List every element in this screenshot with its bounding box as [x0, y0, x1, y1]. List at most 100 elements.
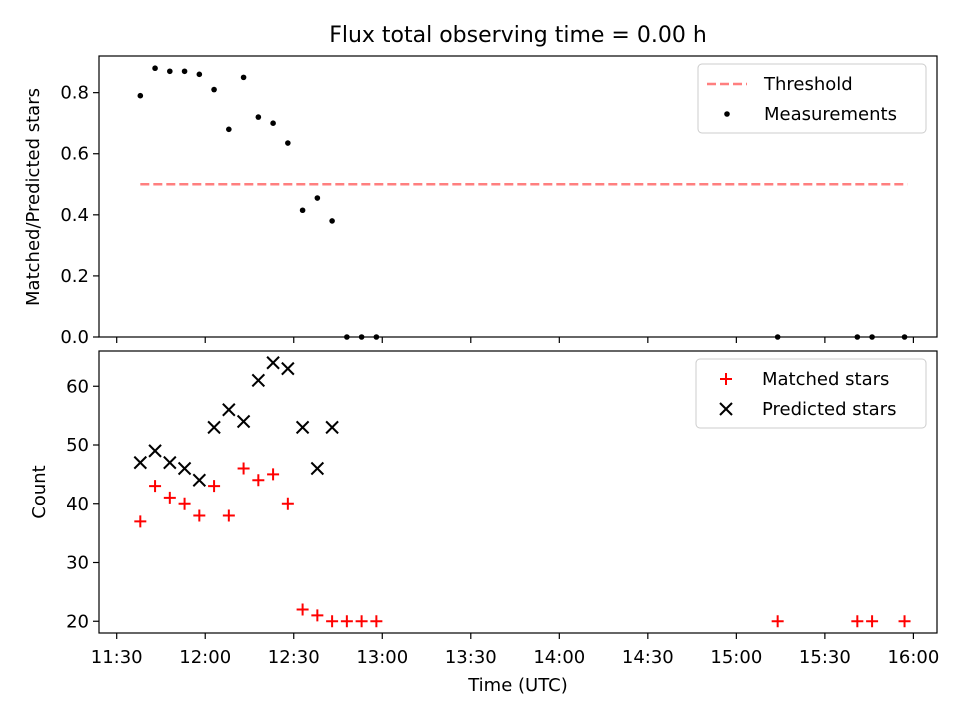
bottom-legend-box	[695, 358, 927, 429]
measurement-point	[329, 218, 335, 224]
bottom-y-tick-label: 20	[66, 611, 89, 632]
matched-star-point	[281, 497, 294, 510]
predicted-star-point	[251, 373, 266, 388]
bottom-plot-frame	[98, 350, 938, 634]
measurement-point	[152, 65, 158, 72]
measurement-point	[196, 71, 203, 78]
top-plot-frame	[98, 55, 938, 338]
x-tick-label: 14:00	[533, 647, 585, 668]
predicted-star-stroke	[133, 455, 148, 470]
predicted-star-point	[236, 414, 251, 429]
predicted-star-stroke	[325, 420, 339, 435]
matched-star-point	[252, 474, 265, 487]
predicted-star-point	[148, 444, 162, 458]
top-marks	[137, 65, 908, 340]
predicted-star-point	[222, 403, 236, 417]
top-legend-box	[697, 63, 927, 134]
predicted-star-stroke	[295, 420, 310, 435]
matched-star-point	[208, 480, 221, 493]
matched-star-point	[134, 515, 147, 528]
x-tick-label: 13:30	[445, 647, 497, 668]
predicted-star-point	[325, 420, 339, 435]
predicted-star-point	[192, 473, 207, 487]
measurement-point	[181, 68, 188, 75]
measurement-point	[240, 74, 247, 81]
predicted-star-stroke	[266, 356, 280, 370]
predicted-star-stroke	[163, 455, 177, 470]
matched-star-point	[163, 491, 176, 504]
legend-predicted-swatch	[719, 402, 733, 416]
matched-star-point	[355, 615, 368, 628]
predicted-star-stroke	[310, 461, 325, 476]
matched-star-point	[311, 609, 324, 622]
x-tick-label: 12:30	[268, 647, 320, 668]
matched-star-point	[898, 615, 911, 628]
top-panel: 0.00.20.40.60.8 Matched/Predicted stars …	[23, 55, 938, 348]
x-tick-label: 12:00	[179, 647, 231, 668]
measurement-point	[226, 126, 232, 133]
predicted-star-stroke	[222, 403, 236, 417]
chart-title: Flux total observing time = 0.00 h	[329, 23, 707, 48]
predicted-star-point	[207, 420, 221, 435]
measurement-point	[285, 140, 291, 146]
measurement-point	[299, 207, 306, 214]
matched-star-point	[267, 468, 280, 481]
top-y-axis-label: Matched/Predicted stars	[23, 88, 44, 306]
measurement-point	[167, 68, 173, 75]
bottom-y-tick-label: 50	[66, 435, 89, 456]
x-tick-label: 13:00	[356, 647, 408, 668]
legend-matched-swatch	[720, 373, 732, 385]
predicted-star-stroke	[236, 414, 251, 429]
bottom-y-axis-label: Count	[29, 465, 50, 518]
top-y-tick-label: 0.8	[60, 83, 89, 104]
matched-star-point	[178, 497, 191, 510]
top-y-tick-label: 0.0	[60, 327, 89, 348]
bottom-legend: Matched stars Predicted stars	[695, 358, 927, 429]
predicted-star-stroke	[192, 473, 207, 487]
x-tick-label: 11:30	[91, 647, 143, 668]
matched-star-point	[296, 603, 309, 616]
matched-star-point	[326, 615, 339, 628]
x-tick-label: 15:00	[710, 647, 762, 668]
measurement-point	[137, 92, 144, 99]
matched-star-point	[851, 615, 864, 628]
matched-star-point	[222, 509, 235, 522]
x-tick-label: 14:30	[622, 647, 674, 668]
matched-star-point	[370, 615, 383, 628]
predicted-star-point	[133, 455, 148, 470]
matched-star-point	[340, 615, 353, 628]
matched-star-point	[866, 615, 879, 628]
measurement-point	[211, 86, 217, 93]
predicted-star-point	[266, 356, 280, 370]
legend-measurements-swatch	[724, 111, 730, 117]
bottom-y-tick-label: 40	[66, 494, 89, 515]
matched-star-point	[237, 462, 250, 475]
predicted-star-stroke	[148, 444, 162, 458]
measurement-point	[255, 114, 262, 120]
top-y-tick-label: 0.2	[60, 266, 89, 287]
predicted-star-point	[310, 461, 325, 476]
predicted-star-point	[281, 361, 295, 376]
measurement-point	[270, 120, 276, 126]
matched-star-point	[771, 615, 784, 628]
bottom-y-tick-label: 60	[66, 376, 89, 397]
predicted-star-stroke	[251, 373, 266, 388]
legend-matched-label: Matched stars	[762, 369, 889, 390]
x-tick-label: 16:00	[887, 647, 939, 668]
bottom-x-ticks: 11:30 12:00 12:30 13:00 13:30 14:00 14:30 15:00…	[91, 633, 939, 668]
legend-predicted-label: Predicted stars	[762, 399, 896, 420]
predicted-star-point	[177, 461, 192, 476]
matched-star-point	[149, 480, 162, 493]
x-tick-label: 15:30	[799, 647, 851, 668]
measurement-point	[314, 195, 321, 201]
legend-threshold-label: Threshold	[763, 74, 853, 95]
x-axis-label: Time (UTC)	[467, 675, 568, 696]
top-legend: Threshold Measurements	[697, 63, 927, 134]
bottom-y-ticks: 20 30 40 50 60	[66, 376, 99, 632]
top-y-tick-label: 0.6	[60, 144, 89, 165]
predicted-star-stroke	[177, 461, 192, 476]
predicted-star-stroke	[281, 361, 295, 376]
bottom-y-tick-label: 30	[66, 553, 89, 574]
predicted-star-point	[163, 455, 177, 470]
